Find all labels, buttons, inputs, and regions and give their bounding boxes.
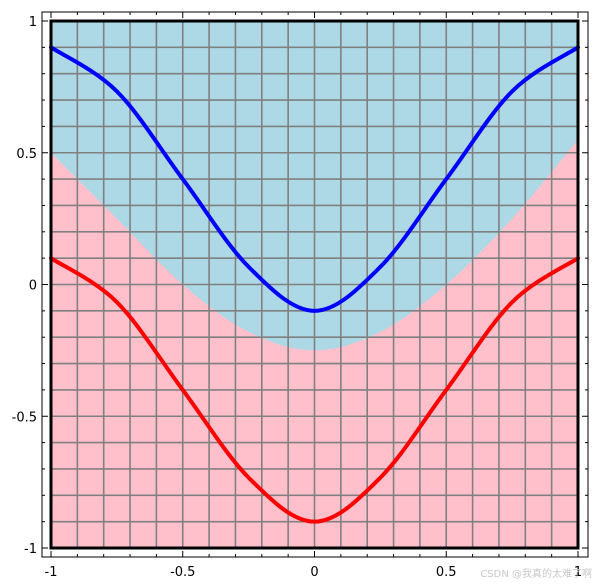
x-tick-label: 0 xyxy=(310,565,318,580)
tick-labels: -1 -0.5 0 0.5 1 -1 -0.5 0 0.5 1 xyxy=(12,15,583,580)
series-lines xyxy=(49,45,580,524)
y-tick-label: -0.5 xyxy=(12,410,37,425)
y-tick-label: -1 xyxy=(24,542,37,557)
y-tick-label: 0 xyxy=(29,279,37,294)
y-tick-label: 1 xyxy=(29,15,37,30)
x-tick-label: 1 xyxy=(574,565,582,580)
series-line-2 xyxy=(49,256,580,524)
plot-frame xyxy=(49,19,580,550)
watermark: CSDN @我真的太难了啊 xyxy=(480,569,592,580)
grid-lines xyxy=(51,21,578,548)
x-tick-label: -0.5 xyxy=(170,565,195,580)
x-tick-label: 0.5 xyxy=(436,565,457,580)
series-line-1 xyxy=(49,45,580,313)
y-tick-label: 0.5 xyxy=(16,147,37,162)
tick-marks xyxy=(42,12,588,557)
x-tick-label: -1 xyxy=(45,565,58,580)
